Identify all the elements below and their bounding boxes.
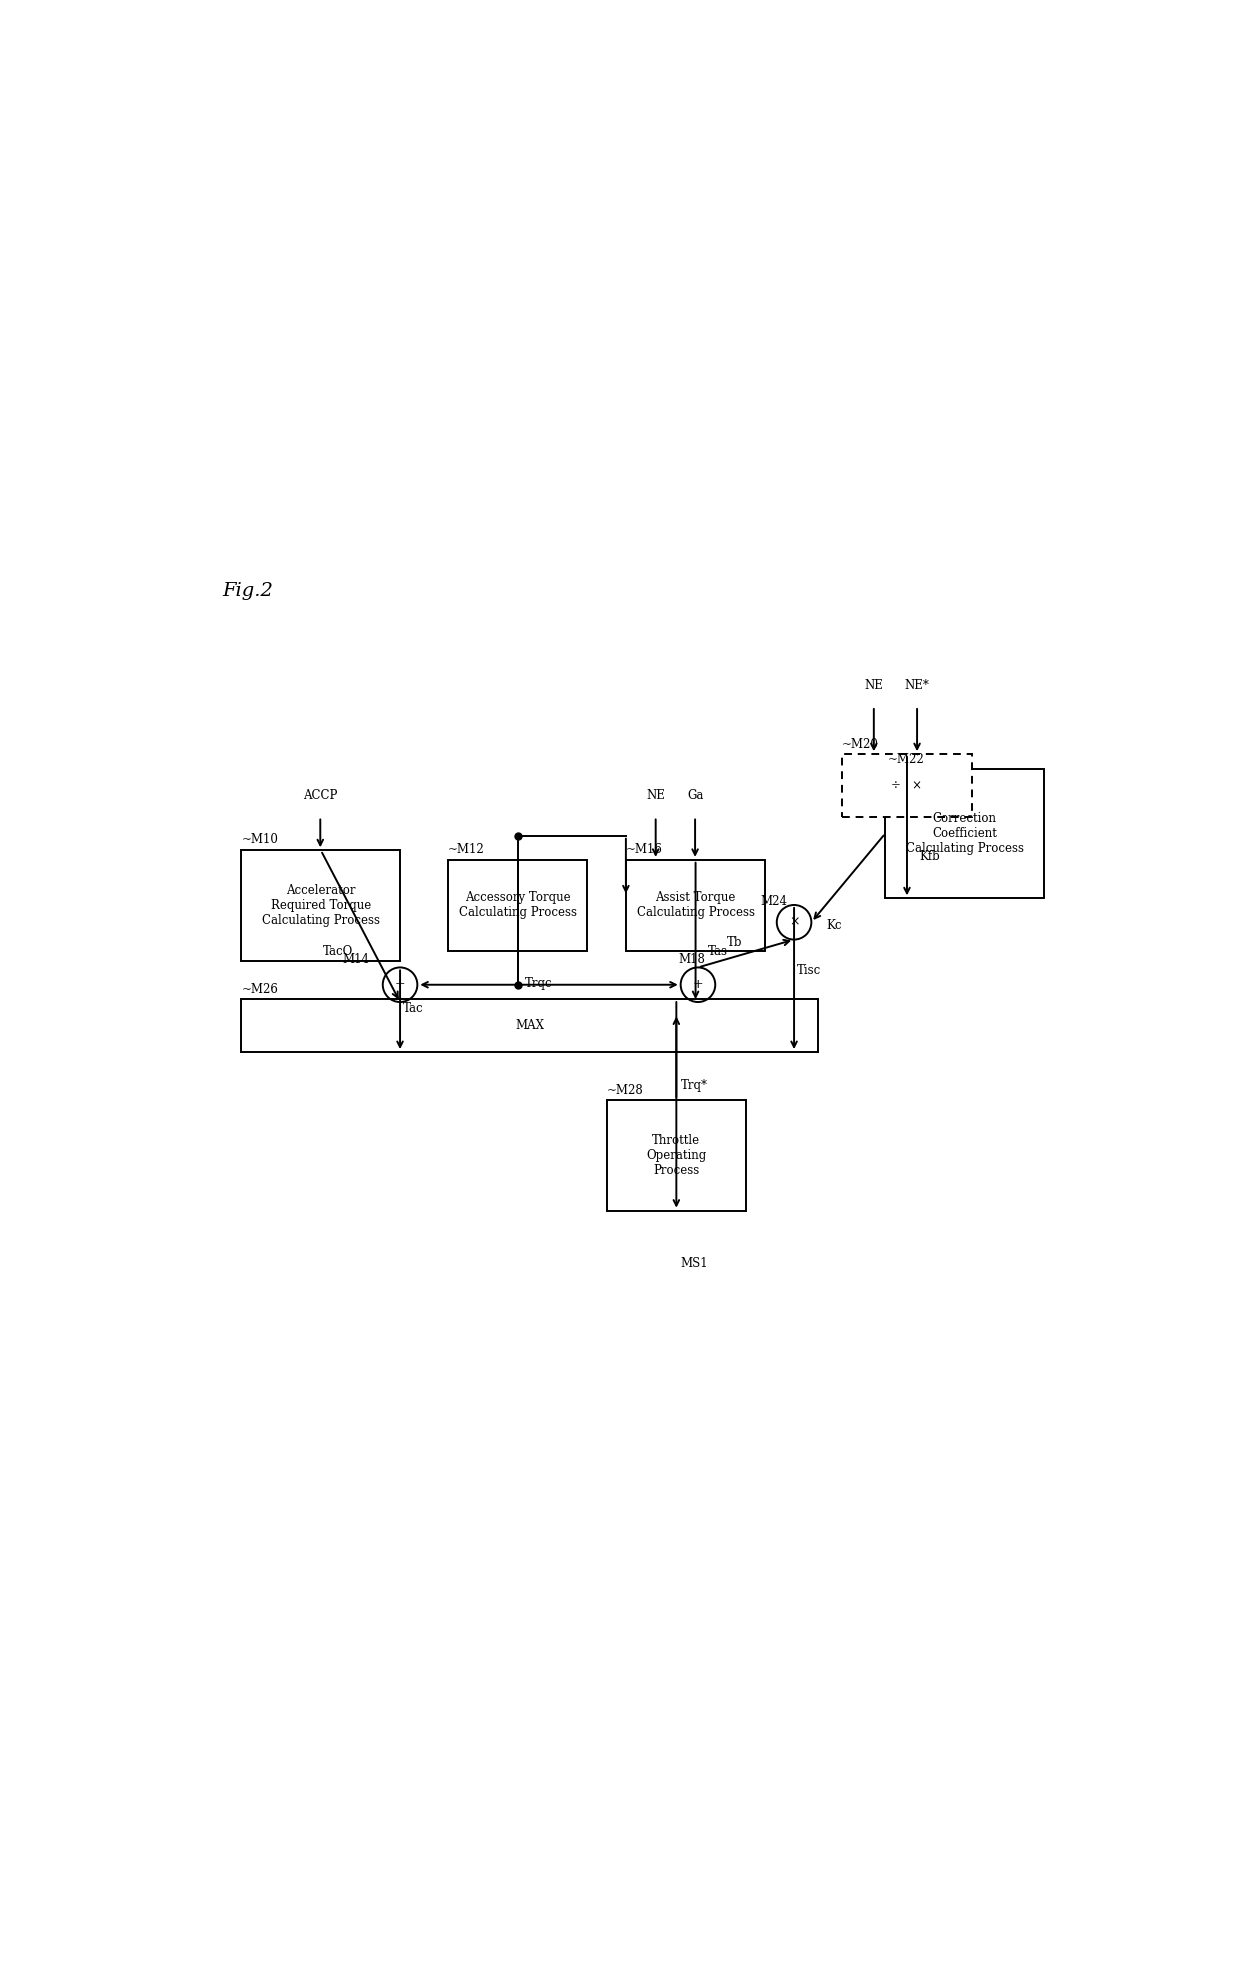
Text: Kfb: Kfb [919, 851, 940, 864]
Text: ~M20: ~M20 [842, 738, 879, 752]
Text: NE: NE [864, 679, 883, 691]
Text: Trqc: Trqc [525, 977, 553, 990]
Text: Assist Torque
Calculating Process: Assist Torque Calculating Process [636, 892, 755, 920]
Text: Correction
Coefficient
Calculating Process: Correction Coefficient Calculating Proce… [905, 811, 1024, 855]
Text: ~M12: ~M12 [448, 843, 485, 857]
Text: ~M22: ~M22 [888, 752, 924, 766]
Bar [448, 860, 588, 951]
Bar [626, 860, 765, 951]
Text: Tas: Tas [708, 945, 728, 957]
Text: MAX: MAX [516, 1020, 544, 1032]
Text: M14: M14 [342, 953, 370, 965]
Text: NE*: NE* [905, 679, 930, 691]
Bar [885, 768, 1044, 898]
Text: ACCP: ACCP [303, 790, 337, 801]
Text: M18: M18 [678, 953, 706, 965]
Bar [242, 851, 401, 961]
Text: Accelerator
Required Torque
Calculating Process: Accelerator Required Torque Calculating … [262, 884, 379, 927]
Text: ~M10: ~M10 [242, 833, 278, 847]
Text: ÷   ×: ÷ × [892, 780, 923, 792]
Bar [242, 998, 818, 1051]
Text: Kc: Kc [827, 920, 842, 931]
Text: ~M16: ~M16 [626, 843, 662, 857]
Text: Accessory Torque
Calculating Process: Accessory Torque Calculating Process [459, 892, 577, 920]
Text: ~M28: ~M28 [606, 1085, 644, 1097]
Text: Fig.2: Fig.2 [222, 581, 273, 601]
Text: Throttle
Operating
Process: Throttle Operating Process [646, 1134, 707, 1177]
Text: +: + [394, 979, 405, 990]
Bar [842, 754, 972, 817]
Text: Tb: Tb [727, 935, 743, 949]
Text: +: + [693, 979, 703, 990]
Text: M24: M24 [760, 894, 787, 908]
Text: MS1: MS1 [681, 1256, 708, 1270]
Text: Tisc: Tisc [797, 963, 821, 977]
Text: Ga: Ga [687, 790, 703, 801]
Text: ×: × [789, 916, 800, 929]
Text: Trq*: Trq* [681, 1079, 708, 1093]
Text: Tac: Tac [403, 1002, 424, 1016]
Text: TacO: TacO [324, 945, 353, 957]
Bar [606, 1101, 746, 1211]
Text: NE: NE [646, 790, 665, 801]
Text: ~M26: ~M26 [242, 983, 278, 996]
